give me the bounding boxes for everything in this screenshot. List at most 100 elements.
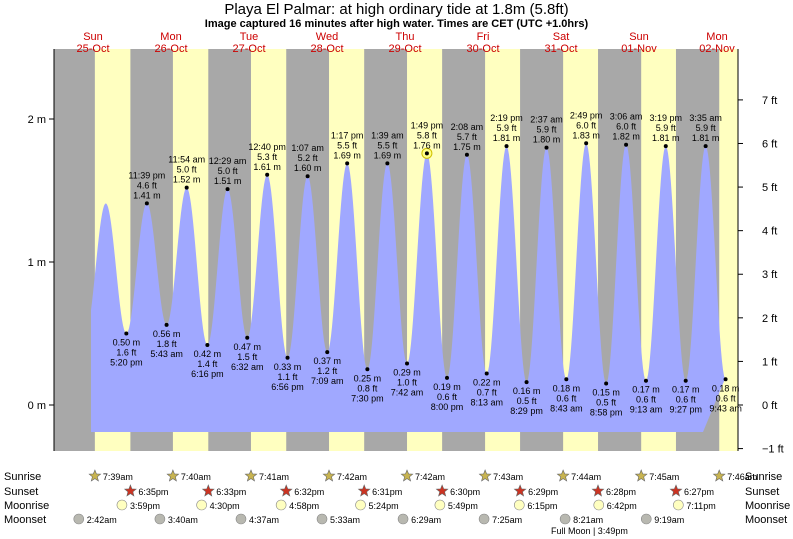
tide-ft-label: 5.7 ft bbox=[457, 132, 478, 142]
tide-point bbox=[484, 371, 489, 376]
tide-point bbox=[643, 378, 648, 383]
moonrise-moon-icon bbox=[514, 499, 525, 511]
moonset-time-label: 6:29am bbox=[411, 515, 441, 525]
tide-time-label: 2:49 pm bbox=[570, 110, 603, 120]
day-weekday-label: Sat bbox=[553, 31, 570, 43]
y-tick-label-m: 0 m bbox=[28, 400, 46, 412]
tide-m-label: 0.17 m bbox=[672, 385, 700, 395]
tide-m-label: 0.15 m bbox=[592, 388, 620, 398]
day-weekday-label: Sun bbox=[629, 31, 649, 43]
tide-ft-label: 5.5 ft bbox=[337, 140, 358, 150]
tide-point bbox=[144, 201, 149, 206]
tide-m-label: 1.82 m bbox=[612, 132, 640, 142]
tide-point bbox=[164, 322, 169, 327]
sunrise-star-icon bbox=[166, 469, 180, 482]
sunrise-star-icon bbox=[322, 469, 336, 482]
tide-ft-label: 6.0 ft bbox=[576, 120, 597, 130]
sunset-time-label: 6:31pm bbox=[372, 487, 402, 497]
moonrise-moon-icon bbox=[434, 499, 446, 511]
sunrise-star-icon bbox=[400, 469, 414, 482]
tide-m-label: 0.29 m bbox=[393, 368, 421, 378]
row-label-sunset: Sunset bbox=[4, 486, 38, 498]
sunrise-star-icon bbox=[712, 469, 726, 482]
tide-ft-label: 5.9 ft bbox=[497, 123, 518, 133]
tide-m-label: 1.69 m bbox=[374, 150, 402, 160]
tide-time-label: 9:13 am bbox=[630, 405, 663, 415]
sunrise-time-label: 7:40am bbox=[181, 472, 211, 482]
tide-m-label: 0.19 m bbox=[433, 382, 461, 392]
y-tick-label-ft: 7 ft bbox=[762, 95, 777, 107]
sunrise-time-label: 7:39am bbox=[103, 472, 133, 482]
tide-ft-label: 1.5 ft bbox=[237, 352, 258, 362]
day-weekday-label: Fri bbox=[477, 31, 490, 43]
tide-m-label: 0.17 m bbox=[632, 385, 660, 395]
day-labels: Sun25-OctMon26-OctTue27-OctWed28-OctThu2… bbox=[76, 31, 735, 55]
tide-ft-label: 5.5 ft bbox=[377, 140, 398, 150]
day-date-label: 25-Oct bbox=[76, 43, 109, 55]
tide-ft-label: 1.8 ft bbox=[157, 339, 178, 349]
tide-ft-label: 0.6 ft bbox=[676, 395, 697, 405]
tide-ft-label: 5.9 ft bbox=[536, 125, 557, 135]
row-label-moonrise: Moonrise bbox=[4, 500, 49, 512]
moonset-time-label: 4:37am bbox=[249, 515, 279, 525]
axes: 0 m 1 m 2 m −1 ft 0 ft 1 ft 2 ft 3 ft 4 ft 5 ft 6 … bbox=[28, 49, 784, 456]
tide-point bbox=[405, 361, 410, 366]
tide-point bbox=[524, 380, 529, 385]
tide-m-label: 1.81 m bbox=[652, 133, 680, 143]
tide-time-label: 12:29 am bbox=[209, 156, 247, 166]
moonset-moon-icon bbox=[640, 513, 652, 525]
sunset-star-icon bbox=[513, 484, 527, 497]
tide-point bbox=[184, 185, 189, 190]
tide-ft-label: 0.6 ft bbox=[636, 395, 657, 405]
day-weekday-label: Thu bbox=[396, 31, 415, 43]
moonset-time-label: 2:42am bbox=[87, 515, 117, 525]
sunrise-time-label: 7:45am bbox=[649, 472, 679, 482]
moonrise-time-label: 3:59pm bbox=[130, 501, 160, 511]
moonrise-moon-icon bbox=[196, 499, 207, 511]
tide-point bbox=[265, 172, 270, 177]
tide-point bbox=[225, 187, 230, 192]
tide-time-label: 8:29 pm bbox=[510, 406, 543, 416]
tide-m-label: 1.41 m bbox=[133, 190, 161, 200]
tide-time-label: 5:43 am bbox=[150, 349, 183, 359]
moonset-moon-icon bbox=[154, 513, 166, 525]
moonset-time-label: 5:33am bbox=[330, 515, 360, 525]
tide-time-label: 12:40 pm bbox=[248, 142, 286, 152]
row-label-moonset: Moonset bbox=[4, 514, 46, 526]
sunset-time-label: 6:35pm bbox=[138, 487, 168, 497]
tide-ft-label: 5.3 ft bbox=[257, 152, 278, 162]
tide-m-label: 0.37 m bbox=[313, 356, 341, 366]
tide-ft-label: 5.9 ft bbox=[656, 123, 677, 133]
tide-time-label: 7:09 am bbox=[311, 376, 344, 386]
tide-time-label: 8:13 am bbox=[470, 398, 503, 408]
tide-ft-label: 1.0 ft bbox=[397, 378, 418, 388]
tide-ft-label: 0.7 ft bbox=[477, 388, 498, 398]
tide-labels: 0.50 m1.6 ft5:20 pm 11:39 pm4.6 ft1.41 m 0… bbox=[110, 110, 742, 417]
row-label-right-sunrise: Sunrise bbox=[745, 471, 782, 483]
tide-ft-label: 0.6 ft bbox=[556, 393, 577, 403]
sunrise-time-label: 7:44am bbox=[571, 472, 601, 482]
y-tick-label-ft: 3 ft bbox=[762, 269, 777, 281]
sunset-star-icon bbox=[591, 484, 605, 497]
moonrise-time-label: 5:24pm bbox=[369, 501, 399, 511]
tide-ft-label: 0.6 ft bbox=[437, 392, 458, 402]
tide-point bbox=[584, 141, 589, 146]
tide-m-label: 1.83 m bbox=[572, 130, 600, 140]
sunset-star-icon bbox=[201, 484, 215, 497]
tide-time-label: 1:17 pm bbox=[331, 130, 364, 140]
tide-point bbox=[624, 142, 629, 147]
tide-ft-label: 0.6 ft bbox=[716, 393, 737, 403]
y-tick-label-ft: −1 ft bbox=[762, 444, 784, 456]
tide-point bbox=[245, 335, 250, 340]
tide-time-label: 3:19 pm bbox=[650, 113, 683, 123]
tide-m-label: 0.18 m bbox=[553, 383, 581, 393]
moonset-moon-icon bbox=[559, 513, 571, 525]
moonset-moon-icon bbox=[316, 513, 328, 525]
day-weekday-label: Tue bbox=[240, 31, 259, 43]
tide-point bbox=[325, 350, 330, 355]
moonset-moon-icon bbox=[73, 513, 85, 525]
sunset-time-label: 6:30pm bbox=[450, 487, 480, 497]
sunrise-star-icon bbox=[556, 469, 570, 482]
sunrise-time-label: 7:43am bbox=[493, 472, 523, 482]
sunrise-time-label: 7:42am bbox=[415, 472, 445, 482]
